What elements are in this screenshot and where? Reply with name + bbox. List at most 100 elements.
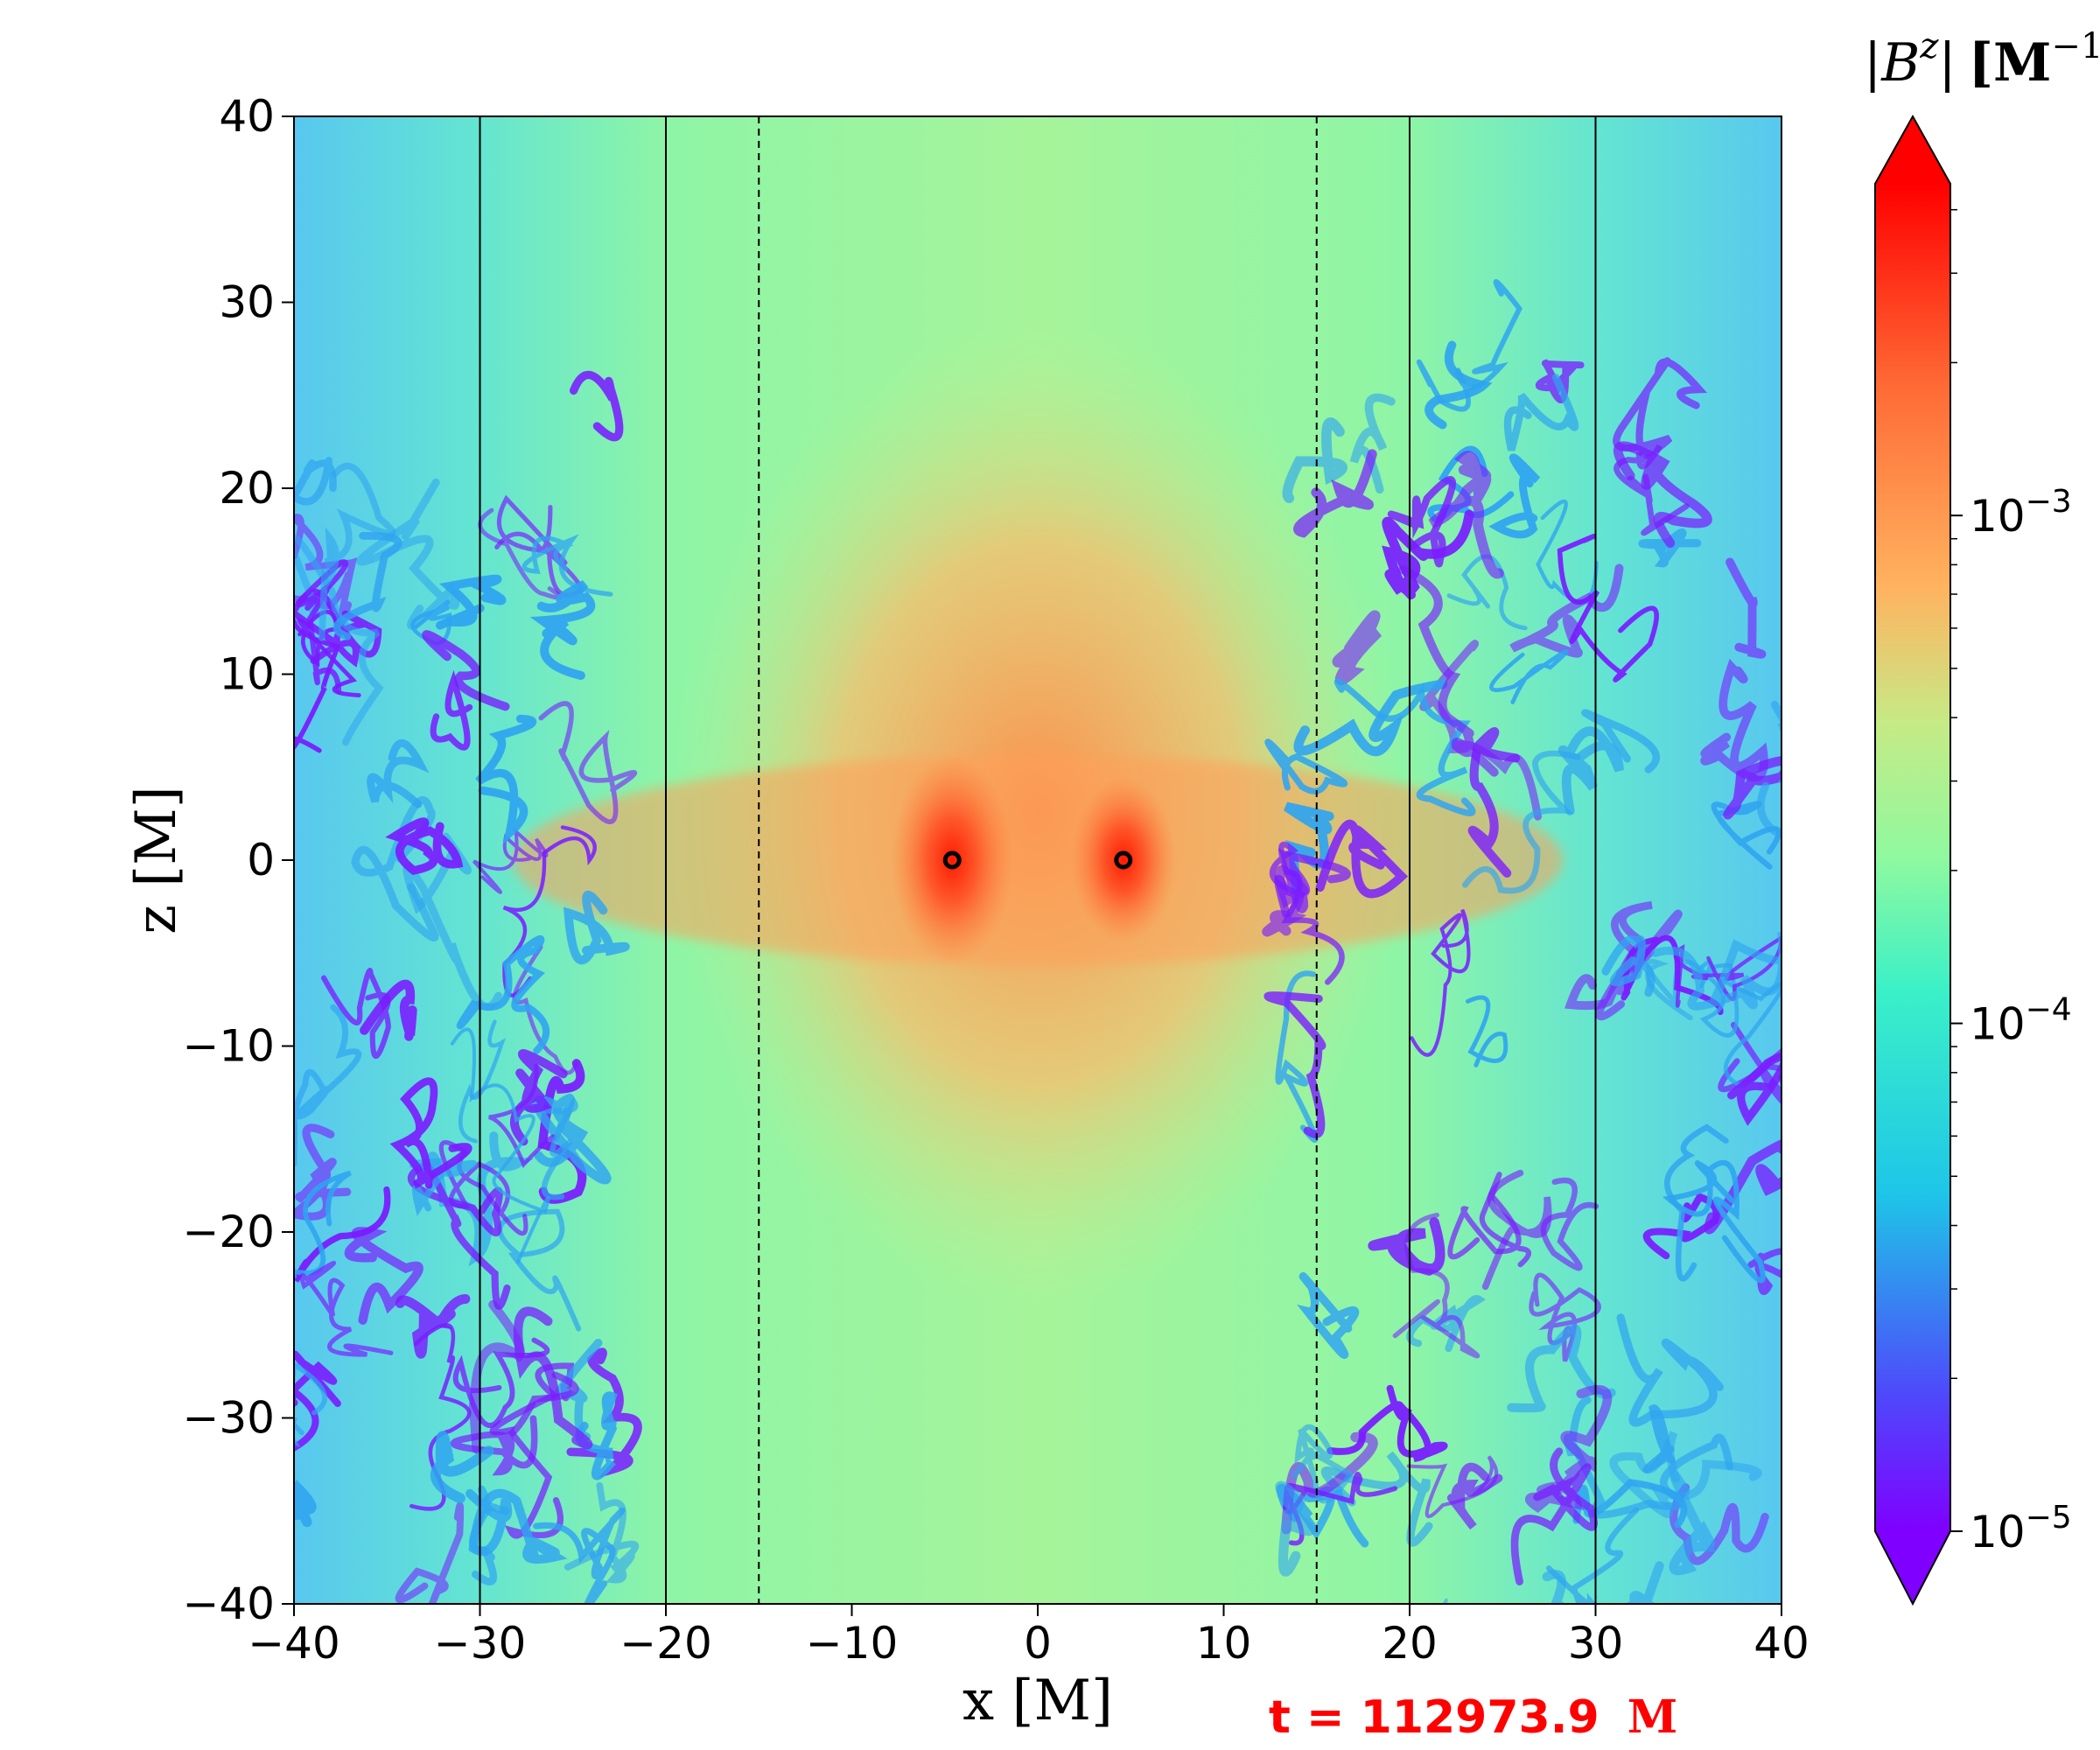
- right-filament: [1670, 1483, 1769, 1565]
- right-filament: [1264, 991, 1326, 1138]
- colorbar-label-symbol: B: [1880, 32, 1920, 94]
- left-filament: [318, 462, 396, 641]
- right-filament: [1428, 451, 1504, 579]
- colorbar-extend-top: [1875, 116, 1950, 184]
- right-filament: [1540, 1177, 1600, 1271]
- right-filament: [1535, 359, 1585, 403]
- right-filament: [1756, 700, 1782, 840]
- left-filament: [294, 1170, 352, 1279]
- y-axis-label: z [M]: [124, 786, 189, 934]
- colorbar-tick-label: 10−3: [1970, 484, 2072, 542]
- left-filament: [456, 934, 550, 1054]
- x-tick-label: 40: [1754, 1618, 1810, 1669]
- right-filament: [1462, 750, 1581, 894]
- left-filament: [360, 979, 417, 1041]
- left-filament: [450, 1371, 579, 1476]
- colorbar-label-bar-close: |: [1938, 32, 1956, 94]
- right-filament: [1293, 679, 1448, 757]
- left-filament: [395, 1502, 465, 1604]
- right-filament: [1315, 819, 1409, 899]
- y-tick-label: −40: [182, 1578, 275, 1629]
- left-filament: [524, 1096, 578, 1200]
- right-filament: [1424, 340, 1493, 430]
- colorbar-label-unit: [M: [1969, 32, 2052, 94]
- black-hole-markers: [942, 850, 1133, 870]
- x-tick-label: −40: [248, 1618, 340, 1669]
- colorbar-extend-bottom: [1875, 1531, 1950, 1604]
- colorbar-tick-exponent: −5: [2026, 1500, 2072, 1536]
- x-tick-label: −10: [806, 1618, 899, 1669]
- colorbar-label: |Bz|[M−1]: [1864, 26, 2100, 94]
- time-annotation: t = 112973.9 M: [1269, 1690, 1677, 1744]
- right-filament: [1638, 528, 1702, 568]
- bh-glow-left: [891, 755, 1013, 965]
- left-filament: [422, 630, 510, 711]
- colorbar: 10−310−410−5 |Bz|[M−1]: [1864, 26, 2100, 1606]
- right-filament: [1664, 1124, 1729, 1282]
- turbulence-right: [1262, 279, 1782, 1604]
- right-filament: [1558, 726, 1625, 816]
- colorbar-label-sup: z: [1919, 26, 1939, 66]
- x-tick-label: −20: [620, 1618, 712, 1669]
- right-filament: [1410, 908, 1471, 1057]
- left-filament: [497, 1208, 582, 1332]
- right-filament: [1406, 1455, 1499, 1518]
- right-filament: [1601, 934, 1656, 998]
- colorbar-body: [1875, 184, 1950, 1531]
- right-filament: [1334, 678, 1476, 816]
- y-axis-ticks: 40 30 20 10 0 −10 −20 −30 −40: [182, 91, 294, 1629]
- left-filament: [569, 371, 624, 442]
- left-filament: [438, 1140, 528, 1236]
- y-tick-label: 30: [219, 277, 275, 328]
- right-filament: [1510, 1447, 1598, 1586]
- right-filament: [1545, 1507, 1640, 1604]
- x-tick-label: 10: [1196, 1618, 1252, 1669]
- right-filament: [1727, 1053, 1782, 1126]
- left-filament: [564, 890, 630, 965]
- left-filament: [332, 532, 402, 640]
- colorbar-label-unit-sup: −1: [2051, 26, 2100, 66]
- left-filament: [436, 574, 507, 630]
- right-filament: [1264, 738, 1348, 794]
- left-filament: [494, 494, 585, 598]
- y-tick-label: −10: [182, 1021, 275, 1072]
- right-filament: [1662, 1159, 1766, 1284]
- right-filament: [1262, 865, 1309, 937]
- right-filament: [1488, 453, 1541, 539]
- left-filament: [502, 825, 597, 998]
- time-annotation-unit: M: [1628, 1690, 1678, 1744]
- left-filament: [510, 1049, 568, 1146]
- right-filament: [1581, 709, 1660, 774]
- right-filament: [1613, 357, 1708, 457]
- right-filament: [1320, 1451, 1433, 1547]
- right-filament: [1349, 393, 1396, 494]
- right-filament: [1673, 935, 1782, 1008]
- right-filament: [1642, 1404, 1676, 1474]
- colorbar-tick-label: 10−4: [1970, 992, 2072, 1050]
- right-filament: [1507, 1324, 1616, 1413]
- x-tick-label: 20: [1382, 1618, 1438, 1669]
- right-filament: [1466, 995, 1508, 1068]
- right-filament: [1704, 1139, 1782, 1235]
- right-filament: [1292, 1424, 1354, 1504]
- left-filament: [513, 1306, 593, 1450]
- left-filament: [466, 1488, 568, 1564]
- left-filament: [320, 967, 391, 1059]
- right-filament: [1446, 1462, 1503, 1530]
- left-filament: [522, 534, 613, 597]
- midplane-glow: [513, 755, 1563, 965]
- left-filament: [575, 1391, 618, 1480]
- left-filament: [529, 580, 596, 680]
- right-filament: [1326, 1384, 1448, 1462]
- right-filament: [1446, 554, 1528, 631]
- left-filament: [385, 817, 464, 875]
- left-filament: [297, 609, 361, 697]
- colorbar-tick-base: 10: [1970, 491, 2026, 542]
- y-tick-label: 40: [219, 91, 275, 142]
- right-filament: [1503, 374, 1579, 452]
- turbulence-left: [294, 371, 642, 1604]
- right-filament: [1275, 1480, 1316, 1577]
- right-filament: [1726, 557, 1767, 659]
- reference-lines: [479, 116, 1597, 1604]
